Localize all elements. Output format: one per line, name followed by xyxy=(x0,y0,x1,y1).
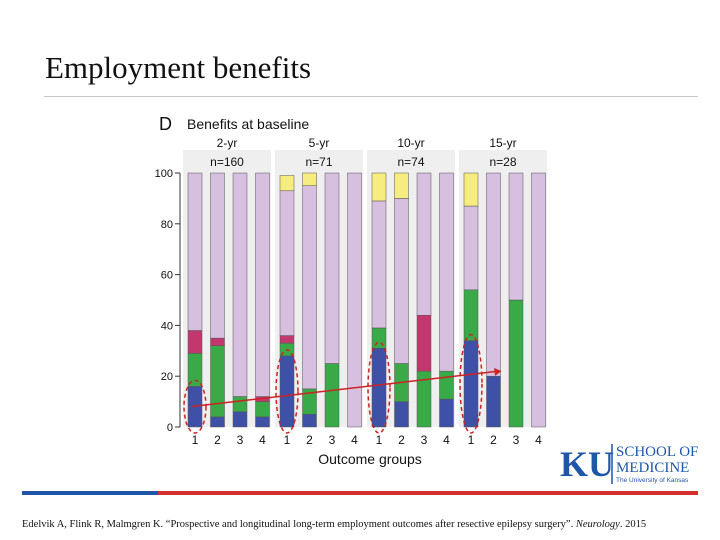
citation: Edelvik A, Flink R, Malmgren K. “Prospec… xyxy=(22,519,712,530)
bar-segment-2-1-0 xyxy=(394,401,409,428)
x-tick-label-2-1: 2 xyxy=(398,433,405,447)
bar-segment-3-1-3 xyxy=(486,172,501,377)
bar-segment-2-1-3 xyxy=(394,198,409,364)
x-tick-label-0-2: 3 xyxy=(237,433,244,447)
bar-segment-3-1-0 xyxy=(486,375,501,428)
bar-segment-2-3-0 xyxy=(439,398,454,428)
highlight-ellipse-3 xyxy=(459,333,483,434)
bar-segment-3-0-3 xyxy=(463,205,479,291)
bar-segment-3-0-4 xyxy=(463,172,479,207)
bar-segment-0-1-1 xyxy=(210,345,225,418)
bar-segment-2-3-1 xyxy=(439,370,454,400)
bar-segment-2-0-1 xyxy=(371,327,387,349)
x-tick-label-3-0: 1 xyxy=(468,433,475,447)
x-tick-label-2-2: 3 xyxy=(421,433,428,447)
bar-segment-3-0-1 xyxy=(463,289,479,341)
ku-school-of-medicine-logo: KU SCHOOL OF MEDICINE The University of … xyxy=(560,442,710,486)
panel-label-3: 15-yr xyxy=(489,136,516,150)
citation-journal: Neurology xyxy=(575,519,620,530)
x-tick-label-1-2: 3 xyxy=(329,433,336,447)
citation-suffix: . 2015 xyxy=(619,519,647,530)
logo-abbr: KU xyxy=(560,444,614,484)
stacked-bar-chart: D Benefits at baseline Outcome groups 0 2… xyxy=(155,106,565,472)
bar-segment-1-0-3 xyxy=(279,190,295,336)
x-tick-label-2-0: 1 xyxy=(376,433,383,447)
x-tick-label-1-0: 1 xyxy=(284,433,291,447)
x-tick-label-0-3: 4 xyxy=(259,433,266,447)
panel-label-2: 10-yr xyxy=(397,136,424,150)
logo-line3: The University of Kansas xyxy=(616,477,689,484)
bar-segment-0-0-2 xyxy=(187,330,203,354)
highlight-ellipse-1 xyxy=(275,349,299,434)
trend-arrow-head xyxy=(494,367,502,376)
panel-label-0: 2-yr xyxy=(217,136,238,150)
bar-segment-1-3-3 xyxy=(347,172,362,428)
y-tick-label-1: 20 xyxy=(161,371,173,383)
panel-n-3: n=28 xyxy=(489,155,516,169)
citation-prefix: Edelvik A, Flink R, Malmgren K. “Prospec… xyxy=(22,519,576,530)
bar-segment-0-3-1 xyxy=(255,401,270,418)
panel-label-1: 5-yr xyxy=(309,136,330,150)
bar-segment-3-3-3 xyxy=(531,172,546,428)
bar-segment-0-2-1 xyxy=(232,396,248,413)
y-tick-label-3: 60 xyxy=(161,270,173,282)
bar-segment-2-0-4 xyxy=(371,172,387,202)
panel-n-2: n=74 xyxy=(397,155,424,169)
x-tick-label-1-1: 2 xyxy=(306,433,313,447)
bar-segment-2-0-3 xyxy=(371,200,387,329)
bar-segment-0-3-0 xyxy=(255,416,270,428)
x-tick-label-0-1: 2 xyxy=(214,433,221,447)
bar-segment-1-0-0 xyxy=(279,355,295,428)
y-tick-label-0: 0 xyxy=(167,422,173,434)
bar-segment-0-0-3 xyxy=(187,172,203,331)
x-tick-label-2-3: 4 xyxy=(443,433,450,447)
bar-segment-2-1-4 xyxy=(394,172,409,199)
bar-segment-0-1-2 xyxy=(210,337,225,346)
bar-segment-2-3-3 xyxy=(439,172,454,372)
bar-segment-2-2-2 xyxy=(416,314,432,372)
footer-bar-red xyxy=(158,491,698,495)
x-tick-label-1-3: 4 xyxy=(351,433,358,447)
title-divider xyxy=(44,96,698,97)
bar-segment-2-0-0 xyxy=(371,348,387,428)
bar-segment-0-1-3 xyxy=(210,172,225,339)
footer-bar-blue xyxy=(22,491,158,495)
bar-segment-1-1-3 xyxy=(302,185,317,390)
bar-segment-1-0-4 xyxy=(279,175,295,192)
bar-segment-1-2-1 xyxy=(324,363,340,428)
bar-segment-3-0-0 xyxy=(463,340,479,428)
bar-segment-0-1-0 xyxy=(210,416,225,428)
y-tick-label-2: 40 xyxy=(161,320,173,332)
bar-segment-0-0-1 xyxy=(187,353,203,387)
bar-segment-1-1-0 xyxy=(302,414,317,428)
highlight-ellipse-2 xyxy=(367,341,391,434)
bar-segment-0-2-0 xyxy=(232,411,248,428)
x-tick-label-3-1: 2 xyxy=(490,433,497,447)
bar-segment-1-2-3 xyxy=(324,172,340,364)
slide-title: Employment benefits xyxy=(45,50,312,85)
chart-title: Benefits at baseline xyxy=(187,116,309,132)
logo-line2: MEDICINE xyxy=(616,460,689,476)
panel-n-1: n=71 xyxy=(305,155,332,169)
trend-arrow-line xyxy=(190,370,496,408)
x-tick-label-3-2: 3 xyxy=(513,433,520,447)
bar-segment-1-1-4 xyxy=(302,172,317,186)
y-tick-label-4: 80 xyxy=(161,219,173,231)
bar-segment-1-0-2 xyxy=(279,335,295,344)
bar-segment-0-3-3 xyxy=(255,172,270,397)
highlight-ellipse-0 xyxy=(183,379,207,434)
bar-segment-2-2-3 xyxy=(416,172,432,316)
bar-segment-3-2-3 xyxy=(508,172,524,301)
panel-n-0: n=160 xyxy=(210,155,244,169)
y-tick-label-5: 100 xyxy=(155,168,173,180)
x-axis-label: Outcome groups xyxy=(318,451,422,467)
x-tick-label-0-0: 1 xyxy=(192,433,199,447)
panel-letter: D xyxy=(159,114,172,134)
bar-segment-0-2-3 xyxy=(232,172,248,397)
logo-line1: SCHOOL OF xyxy=(616,444,698,460)
x-tick-label-3-3: 4 xyxy=(535,433,542,447)
bar-segment-3-2-1 xyxy=(508,299,524,428)
